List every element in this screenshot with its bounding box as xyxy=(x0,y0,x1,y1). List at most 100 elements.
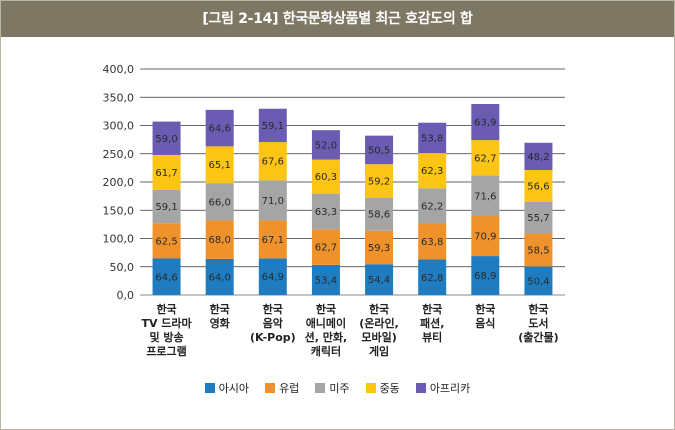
legend-label: 미주 xyxy=(329,382,350,395)
category-label-line: 모바일) xyxy=(361,330,396,344)
legend-swatch xyxy=(315,383,326,393)
category-label-line: 영화 xyxy=(210,316,230,330)
legend-swatch xyxy=(365,383,376,393)
legend-swatch xyxy=(415,383,426,393)
bar-segment xyxy=(365,197,394,231)
category-label: 한국 음악 (K-Pop) xyxy=(250,302,296,344)
bar-segment xyxy=(524,142,553,171)
bar-segment xyxy=(524,233,553,267)
bar-segment xyxy=(418,188,447,224)
category-label-line: 한국 xyxy=(422,302,442,316)
data-label: 59,1 xyxy=(262,121,284,132)
bar-segment xyxy=(311,159,340,194)
data-label: 71,0 xyxy=(262,196,284,207)
data-label: 59,2 xyxy=(368,176,390,187)
bar-segment xyxy=(258,258,287,295)
data-label: 53,4 xyxy=(315,275,337,286)
data-label: 67,1 xyxy=(262,235,284,246)
bar-segment xyxy=(205,109,234,147)
chart-title: [그림 2-14] 한국문화상품별 최근 호감도의 합 xyxy=(202,11,473,27)
legend-label: 아프리카 xyxy=(429,382,471,395)
data-label: 70,9 xyxy=(474,232,496,243)
bar-segment xyxy=(524,202,553,234)
y-tick-label: 400,0 xyxy=(103,63,135,76)
legend-item: 아시아 xyxy=(204,380,250,396)
bar-segment xyxy=(311,130,340,160)
category-label-line: 프로그램 xyxy=(146,344,186,358)
bar-segment xyxy=(471,175,500,217)
y-tick-label: 150,0 xyxy=(103,204,135,217)
data-label: 54,4 xyxy=(368,275,390,286)
bar-segment xyxy=(258,180,287,221)
category-label: 한국 도서 (출간물) xyxy=(518,302,558,344)
data-label: 68,0 xyxy=(209,235,231,246)
bar-segment xyxy=(152,121,181,155)
bar-segment xyxy=(258,108,287,143)
y-tick-label: 200,0 xyxy=(103,176,135,189)
category-label-line: 한국 xyxy=(475,302,495,316)
y-tick-label: 350,0 xyxy=(103,91,135,104)
legend-label: 유럽 xyxy=(279,382,300,395)
bar-segment xyxy=(152,258,181,295)
bar-segment xyxy=(311,264,340,295)
category-label-line: 한국 xyxy=(369,302,389,316)
bar-segment xyxy=(258,142,287,181)
data-label: 64,6 xyxy=(155,272,177,283)
legend-label: 아시아 xyxy=(218,382,250,395)
data-label: 53,8 xyxy=(421,133,443,144)
data-label: 50,4 xyxy=(527,276,549,287)
bar-segment xyxy=(471,140,500,176)
data-label: 50,5 xyxy=(368,145,390,156)
bar-segment xyxy=(258,220,287,259)
category-label-line: (K-Pop) xyxy=(250,331,296,344)
legend-item: 미주 xyxy=(315,380,350,396)
category-label-line: 뷰티 xyxy=(422,330,442,344)
bar-segment xyxy=(365,230,394,265)
bar-segment xyxy=(205,146,234,184)
category-label: 한국 패션, 뷰티 xyxy=(420,302,444,344)
bar-segment xyxy=(152,154,181,190)
bar-segment xyxy=(152,189,181,224)
legend-label: 중동 xyxy=(379,382,400,395)
bar-segment xyxy=(205,183,234,221)
bar-segment xyxy=(418,153,447,189)
y-tick-label: 100,0 xyxy=(103,233,135,246)
category-label-line: 캐릭터 xyxy=(311,344,341,358)
data-label: 58,6 xyxy=(368,210,390,221)
bar-segment xyxy=(365,135,394,165)
bar-segment xyxy=(205,220,234,259)
legend-item: 유럽 xyxy=(265,380,299,396)
y-tick-label: 250,0 xyxy=(103,148,135,161)
category-label-line: 및 방송 xyxy=(149,330,183,344)
legend-swatch xyxy=(204,383,215,393)
bar-segment xyxy=(524,170,553,203)
legend-item: 중동 xyxy=(365,380,400,396)
data-label: 48,2 xyxy=(527,152,549,163)
data-label: 56,6 xyxy=(527,182,549,193)
category-label-line: 한국 xyxy=(263,302,283,316)
bar-segment xyxy=(365,164,394,198)
data-label: 62,2 xyxy=(421,201,443,212)
data-label: 64,0 xyxy=(209,272,231,283)
data-label: 65,1 xyxy=(209,160,231,171)
category-label-line: TV 드라마 xyxy=(141,316,192,330)
data-label: 64,6 xyxy=(209,124,231,135)
y-tick-label: 0,0 xyxy=(117,289,135,302)
bar-segment xyxy=(418,122,447,154)
data-label: 55,7 xyxy=(527,213,549,224)
data-label: 67,6 xyxy=(262,157,284,168)
bar-segment xyxy=(471,104,500,141)
legend-swatch xyxy=(265,383,276,393)
bar-segment xyxy=(418,259,447,295)
category-label-line: (온라인, xyxy=(359,316,399,330)
category-label: 한국 TV 드라마 및 방송 프로그램 xyxy=(141,302,192,358)
data-label: 63,9 xyxy=(474,118,496,129)
data-label: 52,0 xyxy=(315,140,337,151)
bar-segment xyxy=(471,256,500,295)
data-label: 60,3 xyxy=(315,172,337,183)
category-label-line: 도서 xyxy=(528,316,548,330)
bar-segment xyxy=(524,266,553,295)
category-label-line: 음식 xyxy=(475,316,495,330)
